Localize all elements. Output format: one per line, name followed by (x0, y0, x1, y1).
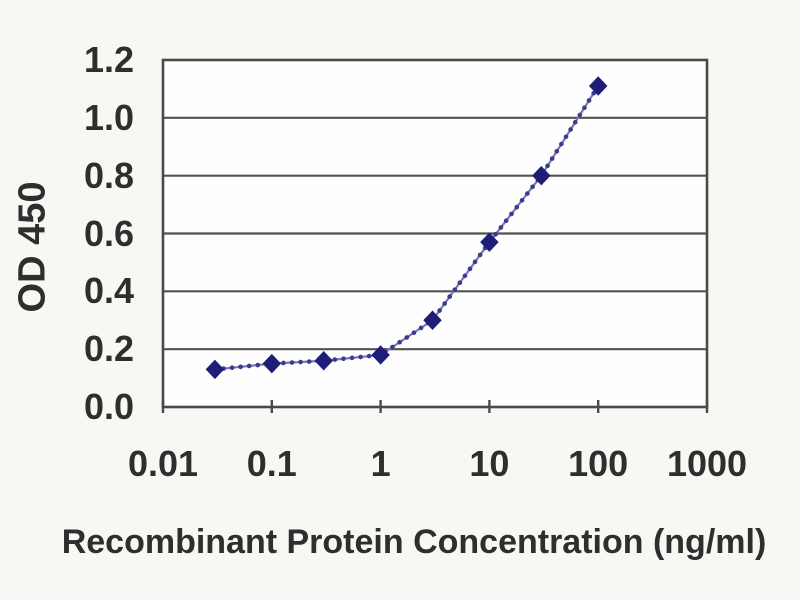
x-axis-tick-label-100: 100 (568, 443, 629, 484)
y-axis-tick-label-1.0: 1.0 (83, 96, 134, 138)
y-axis-tick-label-0.0: 0.0 (83, 386, 134, 427)
data-point-marker-0.1 (262, 353, 282, 374)
x-axis-tick-label-10: 10 (469, 443, 510, 484)
y-axis-tick-label-0.2: 0.2 (83, 328, 134, 370)
data-point-marker-1 (371, 345, 390, 365)
y-axis-tick-label-0.8: 0.8 (83, 154, 134, 196)
x-axis-tick-label-0.01: 0.01 (127, 443, 199, 484)
data-point-marker-3 (423, 310, 442, 330)
data-point-marker-100 (588, 76, 608, 96)
data-series-line-beads (212, 83, 601, 372)
y-axis-tick-label-0.6: 0.6 (83, 212, 134, 254)
data-point-marker-0.03 (205, 359, 225, 380)
y-axis-tick-label-1.2: 1.2 (83, 39, 134, 80)
y-axis-title: OD 450 (11, 181, 54, 313)
data-point-marker-0.3 (314, 351, 333, 371)
x-axis-title: Recombinant Protein Concentration (ng/ml… (61, 523, 767, 561)
y-axis-tick-label-0.4: 0.4 (83, 270, 134, 312)
data-point-marker-10 (480, 232, 499, 252)
plot-frame (161, 58, 709, 409)
x-axis-tick-label-1000: 1000 (666, 443, 748, 484)
data-point-marker-30 (532, 165, 551, 186)
x-axis-tick-label-0.1: 0.1 (246, 443, 297, 484)
x-axis-tick-label-1: 1 (370, 443, 391, 484)
